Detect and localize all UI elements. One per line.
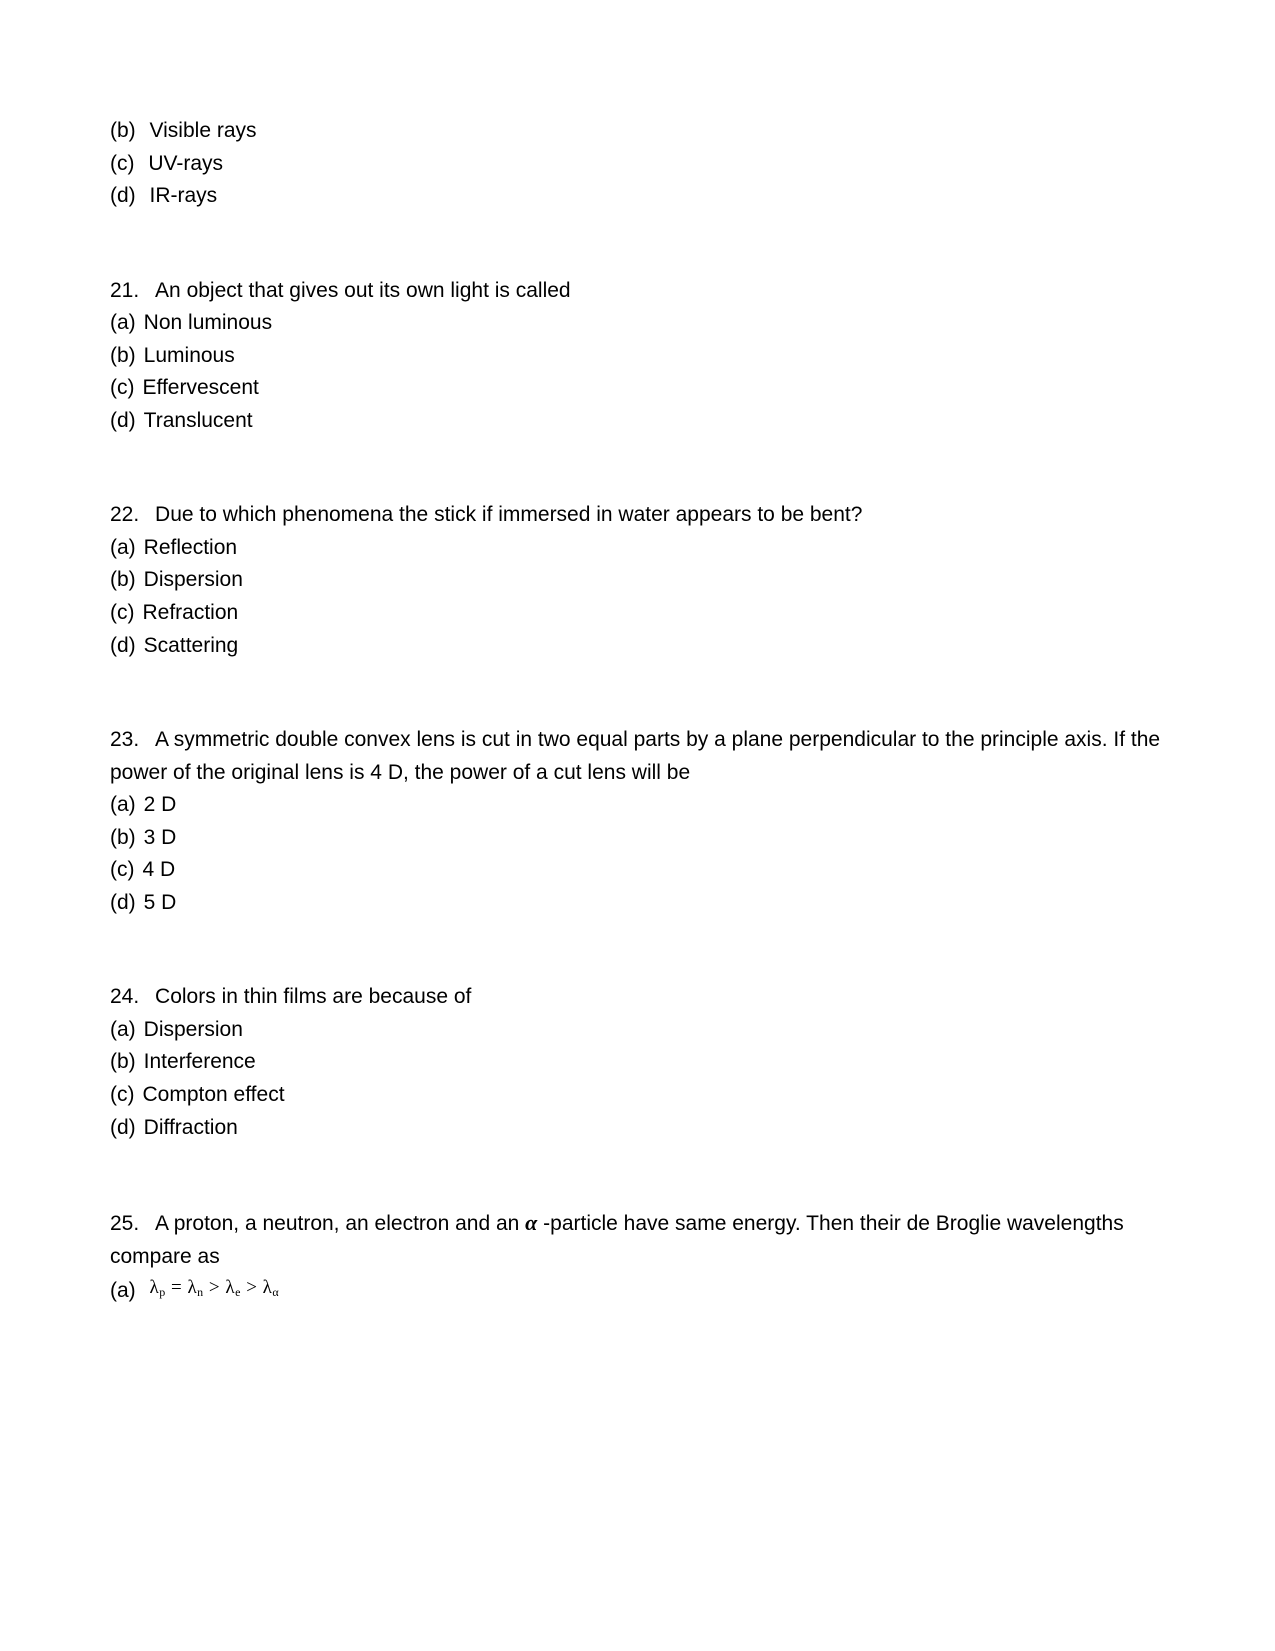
option-label: (d) <box>110 630 136 663</box>
option-text: Visible rays <box>150 115 257 148</box>
question-text: An object that gives out its own light i… <box>155 279 571 302</box>
option-row: (d) IR-rays <box>110 180 1165 213</box>
option-label: (c) <box>110 1079 135 1112</box>
greater-than: > <box>204 1277 226 1298</box>
option-label: (b) <box>110 822 136 855</box>
option-text: 4 D <box>143 854 176 887</box>
option-row: (c) 4 D <box>110 854 1165 887</box>
option-label: (c) <box>110 148 135 181</box>
alpha-symbol: α <box>525 1210 537 1235</box>
option-row: (c) Compton effect <box>110 1079 1165 1112</box>
option-row: (b) Luminous <box>110 340 1165 373</box>
question-21: 21. An object that gives out its own lig… <box>110 275 1165 438</box>
option-row: (a) Dispersion <box>110 1014 1165 1047</box>
option-label: (b) <box>110 564 136 597</box>
option-row: (a) Reflection <box>110 532 1165 565</box>
option-text: UV-rays <box>148 148 223 181</box>
option-text: Dispersion <box>144 564 243 597</box>
option-row: (a) λp = λn > λe > λα <box>110 1273 1165 1308</box>
question-line: 22. Due to which phenomena the stick if … <box>110 499 1165 532</box>
intro-options: (b) Visible rays (c) UV-rays (d) IR-rays <box>110 115 1165 213</box>
option-text: Refraction <box>143 597 239 630</box>
option-text: 3 D <box>144 822 177 855</box>
question-text: A symmetric double convex lens is cut in… <box>110 728 1160 784</box>
lambda: λ <box>187 1277 197 1298</box>
option-row: (c) UV-rays <box>110 148 1165 181</box>
option-row: (d) Translucent <box>110 405 1165 438</box>
equals: = <box>166 1277 188 1298</box>
option-text: Translucent <box>144 405 253 438</box>
option-label: (c) <box>110 372 135 405</box>
option-text: Effervescent <box>143 372 259 405</box>
lambda: λ <box>263 1277 273 1298</box>
question-text-before: A proton, a neutron, an electron and an <box>155 1212 525 1235</box>
option-row: (d) 5 D <box>110 887 1165 920</box>
option-label: (a) <box>110 1275 136 1308</box>
option-label: (d) <box>110 887 136 920</box>
option-label: (d) <box>110 180 136 213</box>
option-text: Diffraction <box>144 1112 238 1145</box>
option-label: (d) <box>110 1112 136 1145</box>
option-row: (c) Effervescent <box>110 372 1165 405</box>
option-row: (b) Visible rays <box>110 115 1165 148</box>
option-text: 5 D <box>144 887 177 920</box>
option-label: (b) <box>110 340 136 373</box>
option-text: Luminous <box>144 340 235 373</box>
lambda: λ <box>150 1277 160 1298</box>
question-line: 23. A symmetric double convex lens is cu… <box>110 724 1165 789</box>
option-label: (a) <box>110 307 136 340</box>
option-label: (c) <box>110 597 135 630</box>
option-label: (b) <box>110 115 136 148</box>
option-text: Dispersion <box>144 1014 243 1047</box>
option-text: Non luminous <box>144 307 272 340</box>
question-number: 25. <box>110 1208 139 1241</box>
option-label: (b) <box>110 1046 136 1079</box>
option-text: Compton effect <box>143 1079 285 1112</box>
question-number: 23. <box>110 724 139 757</box>
option-text: 2 D <box>144 789 177 822</box>
question-line: 25. A proton, a neutron, an electron and… <box>110 1206 1165 1273</box>
question-number: 22. <box>110 499 139 532</box>
option-row: (c) Refraction <box>110 597 1165 630</box>
option-row: (b) Dispersion <box>110 564 1165 597</box>
subscript-alpha: α <box>272 1285 279 1299</box>
option-row: (d) Scattering <box>110 630 1165 663</box>
question-line: 24. Colors in thin films are because of <box>110 981 1165 1014</box>
greater-than: > <box>241 1277 263 1298</box>
option-row: (d) Diffraction <box>110 1112 1165 1145</box>
option-text: IR-rays <box>150 180 218 213</box>
option-label: (a) <box>110 1014 136 1047</box>
question-text: Colors in thin films are because of <box>155 985 471 1008</box>
question-25: 25. A proton, a neutron, an electron and… <box>110 1206 1165 1308</box>
option-label: (a) <box>110 789 136 822</box>
question-22: 22. Due to which phenomena the stick if … <box>110 499 1165 662</box>
option-row: (a) 2 D <box>110 789 1165 822</box>
option-text: Reflection <box>144 532 237 565</box>
option-row: (a) Non luminous <box>110 307 1165 340</box>
question-23: 23. A symmetric double convex lens is cu… <box>110 724 1165 919</box>
option-text: Scattering <box>144 630 239 663</box>
question-number: 24. <box>110 981 139 1014</box>
question-text: Due to which phenomena the stick if imme… <box>155 503 862 526</box>
question-24: 24. Colors in thin films are because of … <box>110 981 1165 1144</box>
lambda: λ <box>225 1277 235 1298</box>
question-number: 21. <box>110 275 139 308</box>
formula-expression: λp = λn > λe > λα <box>150 1273 280 1302</box>
option-row: (b) Interference <box>110 1046 1165 1079</box>
option-text: Interference <box>144 1046 256 1079</box>
option-row: (b) 3 D <box>110 822 1165 855</box>
option-label: (d) <box>110 405 136 438</box>
option-label: (c) <box>110 854 135 887</box>
question-line: 21. An object that gives out its own lig… <box>110 275 1165 308</box>
option-label: (a) <box>110 532 136 565</box>
